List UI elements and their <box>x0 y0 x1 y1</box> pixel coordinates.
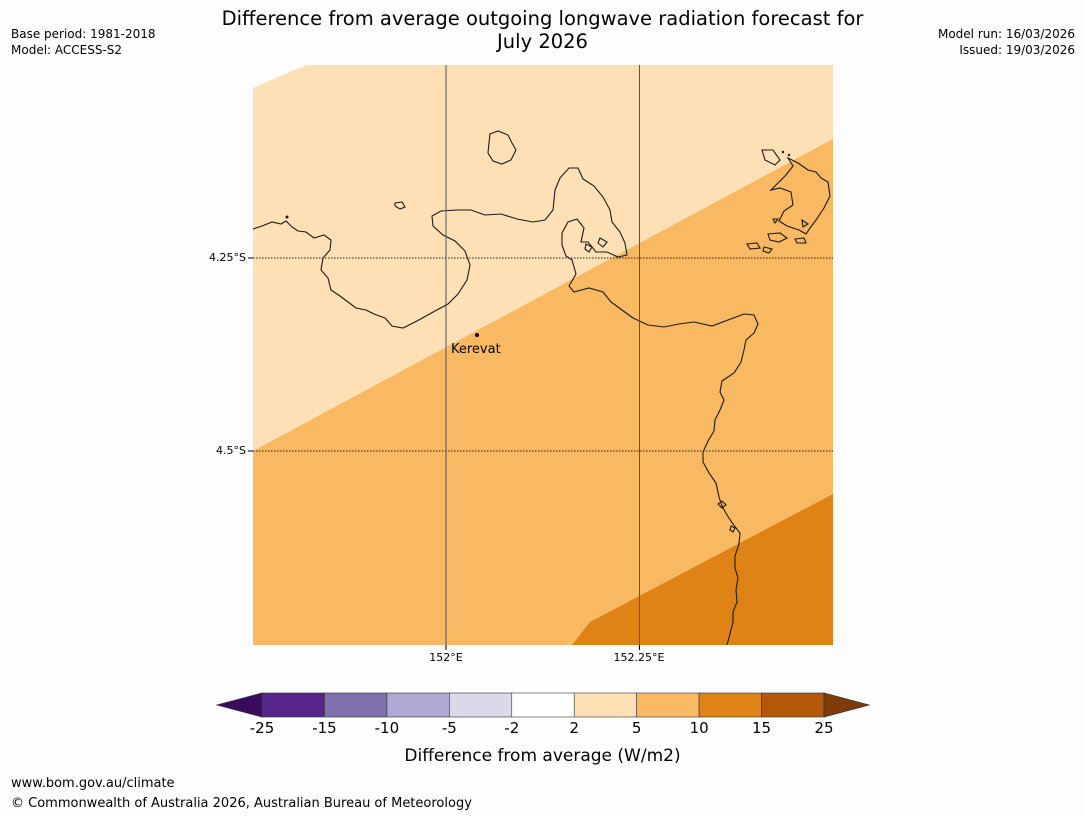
model-name: Model: ACCESS-S2 <box>11 43 123 57</box>
colorbar-tick-label: 5 <box>631 719 642 737</box>
footer-copyright: © Commonwealth of Australia 2026, Austra… <box>11 796 472 811</box>
colorbar-segment <box>573 692 637 718</box>
colorbar-tick-label: -15 <box>312 719 337 737</box>
colorbar-label: Difference from average (W/m2) <box>404 746 681 766</box>
colorbar-tick-label: -2 <box>504 719 520 737</box>
colorbar-tick-label: 15 <box>752 719 772 737</box>
colorbar-segment <box>761 692 825 718</box>
model-run: Model run: 16/03/2026 <box>937 27 1075 41</box>
kerevat-marker <box>475 333 479 337</box>
colorbar-extend-high <box>823 692 871 718</box>
colorbar-segment <box>324 692 388 718</box>
small-islets <box>285 150 791 219</box>
colorbar-segment <box>698 692 762 718</box>
colorbar-segment <box>386 692 450 718</box>
map-canvas <box>253 65 833 645</box>
colorbar-tick-label: -10 <box>374 719 400 737</box>
lon-label-152-25: 152.25°E <box>613 651 665 664</box>
lat-label-4-5: 4.5°S <box>216 444 246 457</box>
base-period: Base period: 1981-2018 <box>11 27 156 41</box>
colorbar <box>215 692 871 718</box>
place-label-kerevat: Kerevat <box>451 342 501 357</box>
title-line-1: Difference from average outgoing longwav… <box>221 7 864 30</box>
colorbar-tick-label: 10 <box>689 719 709 737</box>
axis-ticks <box>248 257 640 650</box>
zone-10-to-15 <box>572 494 833 645</box>
colorbar-tick-label: 2 <box>569 719 579 737</box>
title-line-2: July 2026 <box>497 30 588 53</box>
coastline <box>253 130 831 645</box>
colorbar-tick-label: -25 <box>249 719 275 737</box>
gridlines <box>253 65 833 645</box>
lat-label-4-25: 4.25°S <box>209 251 246 264</box>
colorbar-tick-label: 25 <box>814 719 834 737</box>
footer-url[interactable]: www.bom.gov.au/climate <box>11 776 175 791</box>
colorbar-segment <box>261 692 325 718</box>
colorbar-segment <box>449 692 513 718</box>
issued-date: Issued: 19/03/2026 <box>959 43 1075 57</box>
lon-label-152: 152°E <box>429 651 463 664</box>
colorbar-tick-label: -5 <box>441 719 457 737</box>
page-title: Difference from average outgoing longwav… <box>0 7 1085 53</box>
zone-5-to-10 <box>253 139 833 645</box>
colorbar-segment <box>636 692 700 718</box>
colorbar-segment <box>511 692 575 718</box>
colorbar-extend-low <box>215 692 263 718</box>
